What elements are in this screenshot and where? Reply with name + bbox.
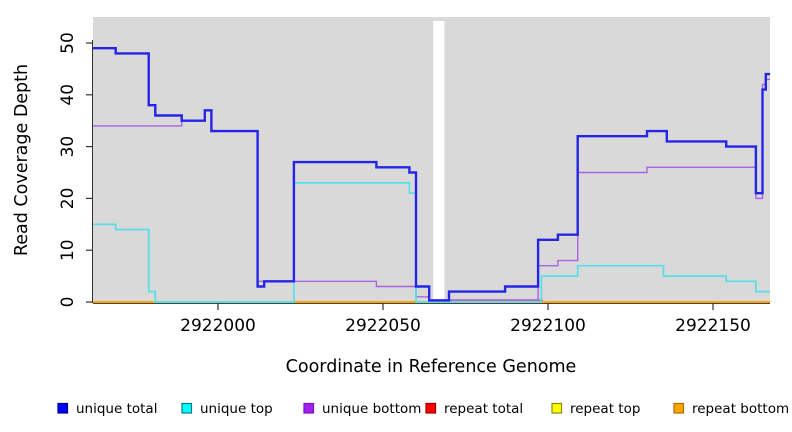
- coverage-gap: [433, 21, 445, 299]
- y-axis-title: Read Coverage Depth: [12, 64, 32, 256]
- legend-item-unique-bottom: unique bottom: [303, 401, 421, 417]
- legend-item-repeat-total: repeat total: [425, 401, 523, 417]
- legend-swatch-repeat-bottom-icon: [673, 402, 685, 414]
- y-tick-label: 30: [58, 136, 78, 158]
- legend-item-repeat-bottom: repeat bottom: [673, 401, 789, 417]
- legend-swatch-repeat-top-icon: [551, 402, 563, 414]
- legend-label-unique-total: unique total: [76, 401, 157, 417]
- legend-swatch-unique-total-icon: [57, 402, 69, 414]
- y-tick-label: 10: [58, 239, 78, 261]
- legend-swatch-unique-top-icon: [181, 402, 193, 414]
- x-tick-label: 2922000: [180, 316, 256, 336]
- legend-swatch-repeat-total-icon: [425, 402, 437, 414]
- legend-item-repeat-top: repeat top: [551, 401, 640, 417]
- x-tick-label: 2922050: [345, 316, 421, 336]
- y-tick-label: 40: [58, 84, 78, 106]
- legend-swatch-unique-bottom-icon: [303, 402, 315, 414]
- legend-item-unique-total: unique total: [57, 401, 157, 417]
- plot-panel: [93, 17, 770, 303]
- y-tick-label: 20: [58, 188, 78, 210]
- legend-item-unique-top: unique top: [181, 401, 273, 417]
- x-tick-label: 2922100: [510, 316, 586, 336]
- legend-label-unique-top: unique top: [200, 401, 273, 417]
- legend-label-repeat-top: repeat top: [570, 401, 640, 417]
- legend-label-repeat-total: repeat total: [444, 401, 523, 417]
- x-axis-title: Coordinate in Reference Genome: [286, 357, 577, 377]
- series-unique-total: [92, 47, 771, 302]
- legend-label-unique-bottom: unique bottom: [322, 401, 421, 417]
- legend-label-repeat-bottom: repeat bottom: [692, 401, 789, 417]
- y-tick-label: 50: [58, 32, 78, 54]
- x-tick-label: 2922150: [675, 316, 751, 336]
- y-tick-label: 0: [58, 297, 78, 308]
